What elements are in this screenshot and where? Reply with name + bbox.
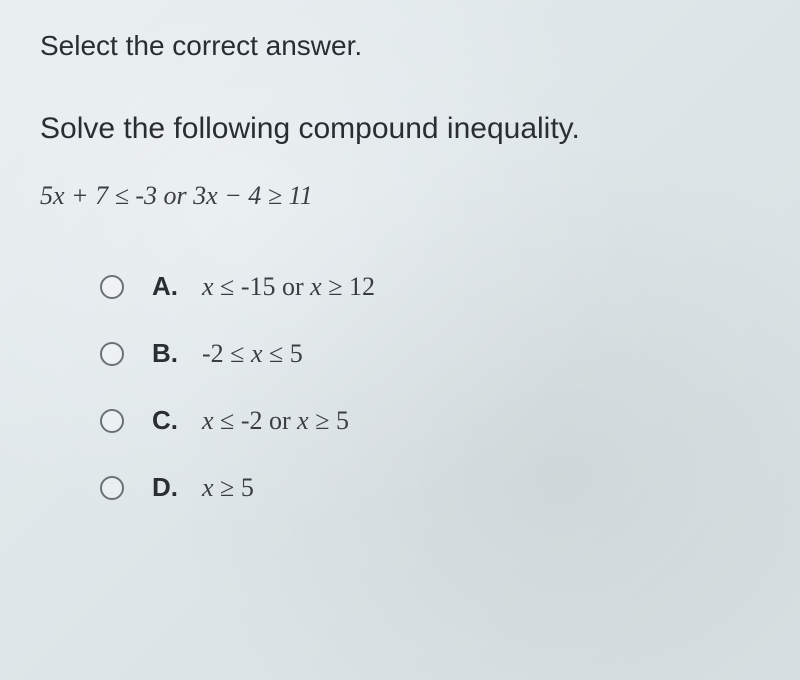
- radio-icon[interactable]: [100, 275, 124, 299]
- radio-icon[interactable]: [100, 342, 124, 366]
- option-letter: B.: [152, 338, 202, 369]
- inequality-expression: 5x + 7 ≤ -3 or 3x − 4 ≥ 11: [40, 181, 760, 211]
- option-c[interactable]: C. x ≤ -2 or x ≥ 5: [100, 405, 760, 436]
- radio-icon[interactable]: [100, 476, 124, 500]
- option-a[interactable]: A. x ≤ -15 or x ≥ 12: [100, 271, 760, 302]
- instruction-text: Select the correct answer.: [40, 30, 760, 62]
- option-text: x ≥ 5: [202, 473, 254, 503]
- radio-icon[interactable]: [100, 409, 124, 433]
- option-text: x ≤ -15 or x ≥ 12: [202, 272, 375, 302]
- question-text: Solve the following compound inequality.: [40, 112, 760, 146]
- option-letter: A.: [152, 271, 202, 302]
- options-list: A. x ≤ -15 or x ≥ 12 B. -2 ≤ x ≤ 5 C. x …: [40, 271, 760, 503]
- option-letter: C.: [152, 405, 202, 436]
- option-text: x ≤ -2 or x ≥ 5: [202, 406, 349, 436]
- quiz-container: Select the correct answer. Solve the fol…: [40, 30, 760, 503]
- option-b[interactable]: B. -2 ≤ x ≤ 5: [100, 338, 760, 369]
- option-letter: D.: [152, 472, 202, 503]
- option-text: -2 ≤ x ≤ 5: [202, 339, 303, 369]
- option-d[interactable]: D. x ≥ 5: [100, 472, 760, 503]
